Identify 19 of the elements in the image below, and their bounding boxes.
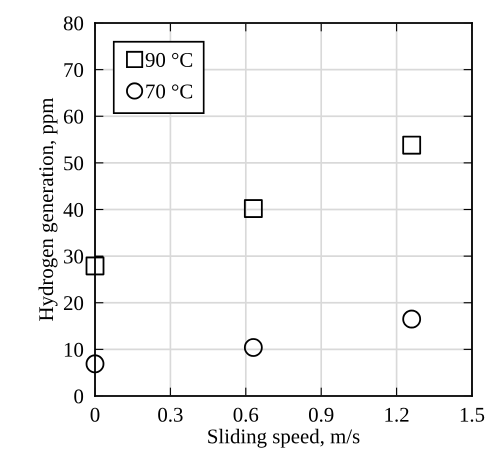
y-axis-title: Hydrogen generation, ppm — [38, 98, 58, 321]
x-tick-label: 0 — [90, 408, 100, 422]
x-axis-title: Sliding speed, m/s — [208, 428, 360, 448]
legend-label: 70 °C — [146, 84, 192, 98]
x-tick-label: 1.5 — [460, 408, 484, 422]
legend-label: 90 °C — [146, 52, 192, 67]
x-tick-label: 0.6 — [234, 408, 258, 422]
y-tick-label: 30 — [64, 250, 84, 264]
x-tick-label: 0.3 — [158, 408, 183, 422]
x-tick-label: 1.2 — [385, 408, 408, 422]
x-tick-label: 0.9 — [308, 408, 334, 422]
y-tick-label: 20 — [64, 296, 84, 310]
y-tick-label: 40 — [63, 202, 84, 217]
y-tick-label: 60 — [64, 110, 84, 124]
y-tick-label: 0 — [74, 389, 84, 404]
y-tick-label: 70 — [64, 63, 84, 78]
y-tick-label: 80 — [64, 16, 84, 30]
y-tick-label: 10 — [64, 342, 84, 357]
y-tick-label: 50 — [64, 156, 84, 170]
